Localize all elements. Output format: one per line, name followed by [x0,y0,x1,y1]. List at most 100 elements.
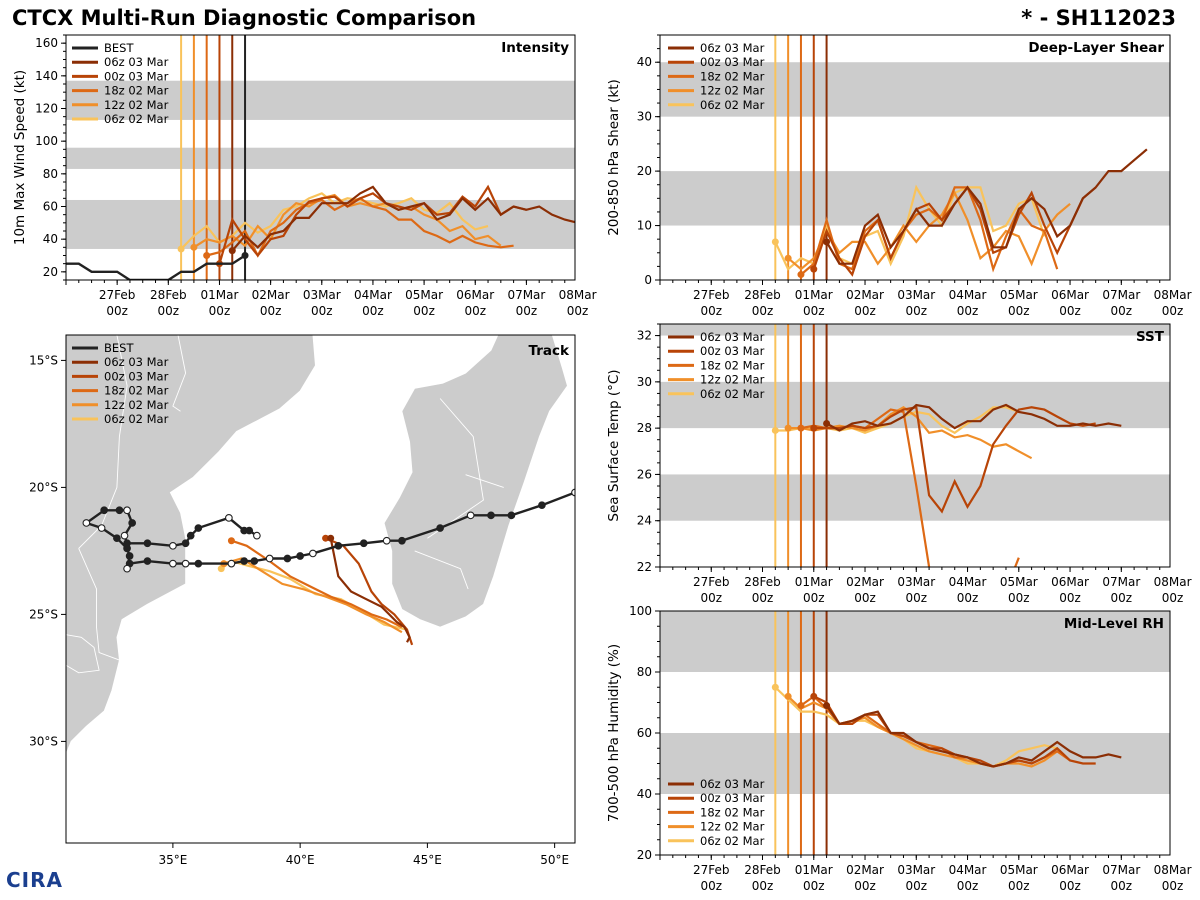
sst-xtick-label-hour: 00z [1111,591,1133,605]
track-best-point [194,559,203,568]
rh-xtick-label-hour: 00z [1162,879,1184,893]
cira-logo: CIRA [6,868,63,892]
sst-series-line [826,403,1122,432]
storm-id: * - SH112023 [1021,6,1176,30]
track-xtick-label: 35°E [158,853,187,867]
intensity-ytick-label: 20 [43,265,58,279]
sst-frame [659,323,1171,568]
rh-series-start-dot [823,702,831,710]
shear-xtick-label-hour: 00z [1162,304,1184,318]
shear-ytick-label: 0 [644,273,652,287]
track-best-point [487,511,495,520]
rh-xtick-label-hour: 00z [905,879,927,893]
track-series-start-dot [327,534,335,542]
track-ytick-label: 15°S [29,353,58,367]
sst-ytick-label: 22 [637,560,652,574]
track-ytick-label: 25°S [29,607,58,621]
sst-series-start-dot [810,424,818,432]
track-best-point [359,539,368,548]
intensity-best-end-dot [241,252,249,259]
intensity-xtick-label-hour: 00z [209,304,231,318]
rh-xtick-label: 07Mar [1102,863,1140,877]
rh-xtick-label-hour: 00z [803,879,825,893]
rh-xtick-label: 04Mar [949,863,987,877]
shear-series-start-dot [810,265,818,273]
intensity-xtick-label: 03Mar [303,288,341,302]
shear-ytick-label: 10 [637,219,652,233]
track-best-point [253,531,261,540]
track-best-point [240,557,248,565]
track-legend-label: 00z 03 Mar [104,369,169,383]
intensity-ytick-label: 100 [35,134,58,148]
track-series-line [329,537,411,643]
shear-xtick-label-hour: 00z [803,304,825,318]
rh-xtick-label: 06Mar [1051,863,1089,877]
sst-legend-label: 06z 03 Mar [700,330,765,344]
track-best-point [225,514,233,522]
sst-xtick-label: 28Feb [744,575,781,589]
sst-legend-label: 18z 02 Mar [700,358,765,372]
sst-legend-label: 00z 03 Mar [700,344,765,358]
sst-title: SST [1136,329,1165,345]
shear-series-start-dot [823,238,831,246]
intensity-xtick-label-hour: 00z [362,304,384,318]
rh-band [660,611,1170,672]
shear-legend-label: 12z 02 Mar [700,84,765,98]
intensity-xtick-label: 05Mar [405,288,443,302]
shear-xtick-label-hour: 00z [1111,304,1133,318]
rh-xtick-label: 03Mar [897,863,935,877]
rh-title: Mid-Level RH [1064,616,1164,632]
intensity-series-start-dot [228,247,236,255]
track-best-point [169,541,177,550]
rh-series-start-dot [797,702,805,710]
track-best-point [143,539,152,548]
track-best-point [181,539,190,548]
shear-xtick-label: 28Feb [744,288,781,302]
track-best-point [296,552,304,560]
track-legend-label: 06z 03 Mar [104,355,169,369]
shear-band [660,62,1170,117]
rh-xtick-label: 27Feb [693,863,730,877]
rh-ytick-label: 80 [637,665,652,679]
track-ytick-label: 20°S [29,480,58,494]
sst-xtick-label-hour: 00z [905,591,927,605]
intensity-series-start-dot [190,243,198,251]
intensity-xtick-label: 08Mar [559,288,597,302]
track-best-point [125,552,134,560]
track-best-point [194,524,203,532]
intensity-xtick-label-hour: 00z [516,304,538,318]
map-border-line [427,398,484,539]
shear-legend-label: 00z 03 Mar [700,55,765,69]
map-border-line [414,550,469,590]
sst-series-start-dot [771,426,779,434]
track-best-point [181,559,190,568]
shear-xtick-label: 27Feb [693,288,730,302]
track-best-point [245,526,254,535]
track-legend-label: 12z 02 Mar [104,398,169,412]
rh-xtick-label-hour: 00z [700,879,722,893]
track-legend-label: 06z 02 Mar [104,412,169,426]
sst-band [660,324,1170,336]
track-series-start-dot [322,534,330,542]
intensity-band [66,199,575,249]
intensity-ytick-label: 40 [43,232,58,246]
sst-xtick-label-hour: 00z [803,591,825,605]
track-best-point [115,506,124,515]
sst-series-start-dot [823,420,831,428]
track-best-point [123,506,131,515]
intensity-legend-label: 12z 02 Mar [104,98,169,112]
shear-xtick-label-hour: 00z [700,304,722,318]
sst-xtick-label-hour: 00z [700,591,722,605]
rh-series-line [825,704,1122,768]
map-border-line [66,634,100,674]
rh-xtick-label: 08Mar [1154,863,1192,877]
sst-panel: 22 24 26 28 30 32 27Feb 00z 28Feb 00z 01Mar 00z 02Ma… [606,323,1192,605]
rh-xtick-label-hour: 00z [1111,879,1133,893]
intensity-xtick-label-hour: 00z [311,304,333,318]
track-best-point [334,541,343,550]
intensity-ytick-label: 80 [43,167,58,181]
track-series-start-dot [227,537,235,545]
